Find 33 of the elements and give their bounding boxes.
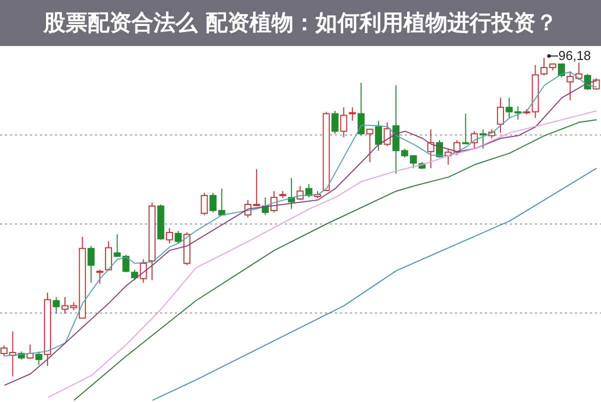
- candlestick: [514, 106, 522, 120]
- candlestick: [575, 62, 582, 80]
- candlestick: [462, 113, 470, 145]
- candlestick: [375, 120, 382, 152]
- candlestick: [340, 106, 348, 138]
- candlestick: [122, 254, 130, 273]
- candlestick: [366, 128, 374, 163]
- candlestick: [35, 351, 42, 366]
- candlestick: [427, 128, 434, 169]
- candlestick: [200, 192, 208, 216]
- candlestick: [384, 122, 391, 147]
- title-banner: 股票配资合法么 配资植物：如何利用植物进行投资？: [0, 0, 601, 46]
- candlestick: [480, 128, 487, 150]
- candlestick: [566, 70, 574, 101]
- candlestick: [331, 110, 338, 134]
- candlestick: [166, 228, 173, 244]
- candlestick: [348, 106, 356, 122]
- candlestick: [358, 82, 365, 136]
- candlestick: [114, 234, 121, 257]
- candlestick: [496, 97, 504, 134]
- candlestick: [506, 97, 513, 118]
- candlestick: [52, 296, 60, 314]
- candlestick: [105, 240, 112, 272]
- candlestick: [88, 245, 95, 284]
- chart-title: 股票配资合法么 配资植物：如何利用植物进行投资？: [44, 10, 558, 38]
- candlestick: [174, 230, 182, 244]
- candlestick: [210, 192, 217, 213]
- annotation: 96,18: [558, 48, 591, 64]
- candlestick: [131, 269, 138, 281]
- candlestick: [140, 258, 147, 284]
- candlestick: [96, 269, 104, 284]
- candlestick: [558, 62, 565, 78]
- candlestick: [218, 188, 226, 216]
